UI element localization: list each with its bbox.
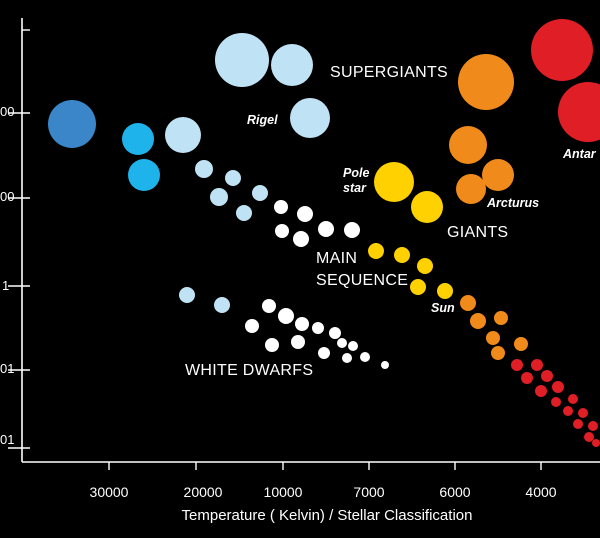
star-marker xyxy=(578,408,588,418)
star-marker xyxy=(573,419,583,429)
x-tick-label: 7000 xyxy=(353,484,384,500)
star-marker xyxy=(437,283,453,299)
star-marker xyxy=(568,394,578,404)
star-marker xyxy=(245,319,259,333)
star-label-pole-star: Pole xyxy=(343,166,369,180)
x-tick-label: 6000 xyxy=(439,484,470,500)
star-marker xyxy=(470,313,486,329)
y-axis-ticks xyxy=(8,29,30,449)
star-marker xyxy=(348,341,358,351)
star-marker xyxy=(128,159,160,191)
star-marker xyxy=(179,287,195,303)
region-label-main-sequence: SEQUENCE xyxy=(316,272,408,289)
star-marker xyxy=(275,224,289,238)
star-marker xyxy=(165,117,201,153)
star-marker xyxy=(458,54,514,110)
y-tick-label: 1 xyxy=(2,278,9,293)
star-marker xyxy=(215,33,269,87)
y-tick-label: 00 xyxy=(0,189,14,204)
x-axis-ticks xyxy=(108,462,542,470)
star-marker xyxy=(122,123,154,155)
region-label-white-dwarfs: WHITE DWARFS xyxy=(185,362,313,379)
region-label-supergiants: SUPERGIANTS xyxy=(330,64,448,81)
star-marker xyxy=(449,126,487,164)
star-marker xyxy=(374,162,414,202)
star-marker xyxy=(541,370,553,382)
star-marker xyxy=(410,279,426,295)
star-marker xyxy=(514,337,528,351)
star-marker xyxy=(329,327,341,339)
star-marker xyxy=(312,322,324,334)
x-tick-label: 20000 xyxy=(184,484,223,500)
x-axis-title: Temperature ( Kelvin) / Stellar Classifi… xyxy=(182,507,473,524)
star-marker xyxy=(344,222,360,238)
star-marker xyxy=(290,98,330,138)
star-marker xyxy=(531,359,543,371)
star-marker xyxy=(252,185,268,201)
star-marker xyxy=(318,221,334,237)
star-marker xyxy=(271,44,313,86)
star-marker xyxy=(48,100,96,148)
star-marker xyxy=(318,347,330,359)
star-marker xyxy=(337,338,347,348)
star-marker xyxy=(535,385,547,397)
star-marker xyxy=(494,311,508,325)
star-marker xyxy=(588,421,598,431)
star-marker xyxy=(592,439,600,447)
region-label-giants: GIANTS xyxy=(447,224,508,241)
star-label-pole-star: star xyxy=(343,181,367,195)
star-label-arcturus: Arcturus xyxy=(486,196,539,210)
star-marker xyxy=(417,258,433,274)
star-markers xyxy=(48,19,600,447)
x-tick-label: 30000 xyxy=(90,484,129,500)
star-label-rigel: Rigel xyxy=(247,113,278,127)
star-marker xyxy=(210,188,228,206)
star-marker xyxy=(394,247,410,263)
star-marker xyxy=(293,231,309,247)
star-marker xyxy=(297,206,313,222)
x-tick-label: 10000 xyxy=(264,484,303,500)
star-marker xyxy=(195,160,213,178)
star-marker xyxy=(225,170,241,186)
star-marker xyxy=(295,317,309,331)
star-marker xyxy=(511,359,523,371)
y-tick-label: 00 xyxy=(0,104,14,119)
star-marker xyxy=(456,174,486,204)
star-label-sun: Sun xyxy=(431,301,455,315)
star-marker xyxy=(278,308,294,324)
star-marker xyxy=(214,297,230,313)
star-marker xyxy=(265,338,279,352)
star-marker xyxy=(531,19,593,81)
star-marker xyxy=(584,432,594,442)
star-marker xyxy=(482,159,514,191)
star-marker xyxy=(563,406,573,416)
star-marker xyxy=(460,295,476,311)
star-marker xyxy=(491,346,505,360)
star-marker xyxy=(552,381,564,393)
star-marker xyxy=(551,397,561,407)
region-label-main-sequence: MAIN xyxy=(316,250,357,267)
y-tick-label: 01 xyxy=(0,361,14,376)
star-marker xyxy=(558,82,600,142)
star-marker xyxy=(274,200,288,214)
star-label-antares: Antar xyxy=(562,147,597,161)
x-tick-label: 4000 xyxy=(525,484,556,500)
star-marker xyxy=(360,352,370,362)
star-marker xyxy=(262,299,276,313)
star-marker xyxy=(368,243,384,259)
star-marker xyxy=(486,331,500,345)
star-marker xyxy=(521,372,533,384)
star-marker xyxy=(291,335,305,349)
star-marker xyxy=(342,353,352,363)
star-marker xyxy=(381,361,389,369)
star-marker xyxy=(411,191,443,223)
y-tick-label: 01 xyxy=(0,432,14,447)
star-marker xyxy=(236,205,252,221)
